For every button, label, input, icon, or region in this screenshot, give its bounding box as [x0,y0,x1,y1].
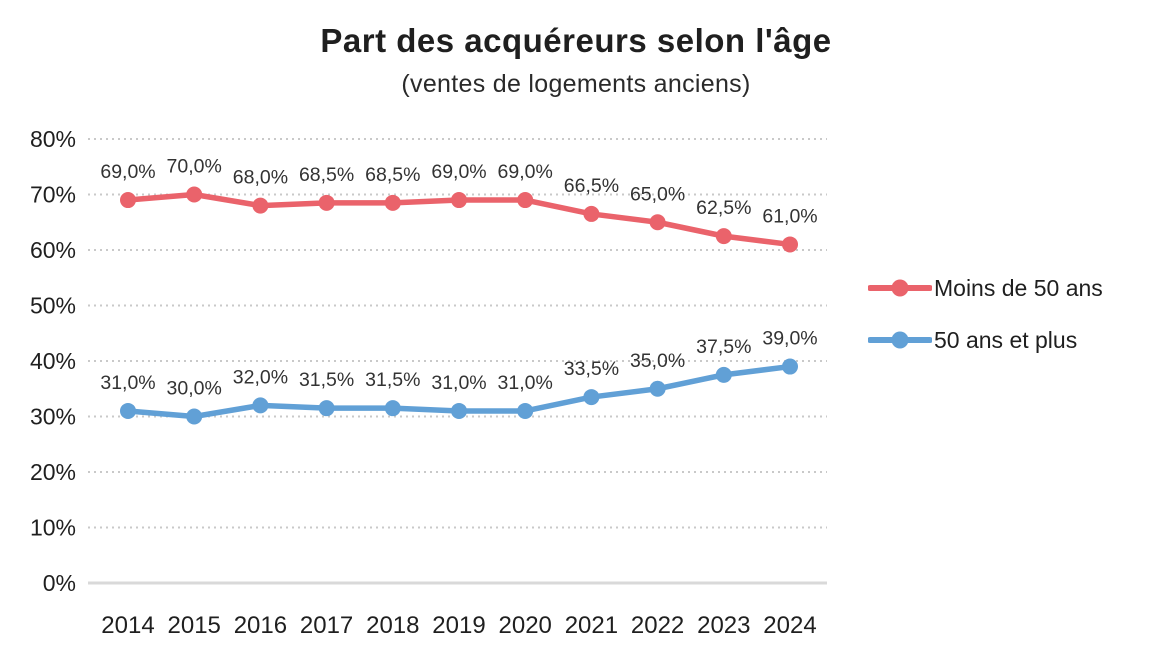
svg-text:10%: 10% [30,515,76,541]
svg-text:35,0%: 35,0% [630,350,685,372]
svg-text:31,5%: 31,5% [299,369,354,391]
svg-text:20%: 20% [30,459,76,485]
svg-text:31,0%: 31,0% [498,372,553,394]
chart-title: Part des acquéreurs selon l'âge [320,22,832,59]
svg-text:65,0%: 65,0% [630,183,685,205]
svg-text:2018: 2018 [366,612,419,639]
svg-text:2020: 2020 [499,612,552,639]
legend-label-moins-de-50-ans: Moins de 50 ans [934,274,1103,301]
svg-text:69,0%: 69,0% [431,161,486,183]
svg-text:2024: 2024 [763,612,816,639]
svg-text:70%: 70% [30,182,76,208]
svg-text:39,0%: 39,0% [762,328,817,350]
svg-text:2023: 2023 [697,612,750,639]
legend-marker-blue-line-icon [868,331,932,349]
legend-item-50-ans-et-plus[interactable]: 50 ans et plus [868,322,1103,358]
chart-subtitle: (ventes de logements anciens) [401,70,751,98]
svg-text:31,0%: 31,0% [431,372,486,394]
svg-text:33,5%: 33,5% [564,358,619,380]
chart-legend: Moins de 50 ans 50 ans et plus [868,270,1103,358]
svg-text:61,0%: 61,0% [762,205,817,227]
svg-text:31,5%: 31,5% [365,369,420,391]
svg-text:37,5%: 37,5% [696,336,751,358]
svg-text:2014: 2014 [101,612,154,639]
svg-text:69,0%: 69,0% [100,161,155,183]
svg-text:40%: 40% [30,348,76,374]
svg-text:60%: 60% [30,237,76,263]
svg-text:2019: 2019 [432,612,485,639]
svg-text:80%: 80% [30,126,76,152]
svg-text:68,5%: 68,5% [365,164,420,186]
svg-text:30,0%: 30,0% [167,378,222,400]
svg-text:50%: 50% [30,293,76,319]
svg-text:2022: 2022 [631,612,684,639]
svg-text:2015: 2015 [168,612,221,639]
svg-text:2016: 2016 [234,612,287,639]
svg-text:70,0%: 70,0% [167,156,222,178]
svg-text:2021: 2021 [565,612,618,639]
svg-text:68,0%: 68,0% [233,167,288,189]
svg-text:2017: 2017 [300,612,353,639]
legend-item-moins-de-50-ans[interactable]: Moins de 50 ans [868,270,1103,306]
svg-text:68,5%: 68,5% [299,164,354,186]
svg-text:69,0%: 69,0% [498,161,553,183]
legend-marker-red-line-icon [868,279,932,297]
svg-text:66,5%: 66,5% [564,175,619,197]
svg-text:0%: 0% [43,570,76,596]
svg-text:62,5%: 62,5% [696,197,751,219]
legend-label-50-ans-et-plus: 50 ans et plus [934,326,1078,353]
svg-text:32,0%: 32,0% [233,366,288,388]
svg-text:30%: 30% [30,404,76,430]
svg-text:31,0%: 31,0% [100,372,155,394]
